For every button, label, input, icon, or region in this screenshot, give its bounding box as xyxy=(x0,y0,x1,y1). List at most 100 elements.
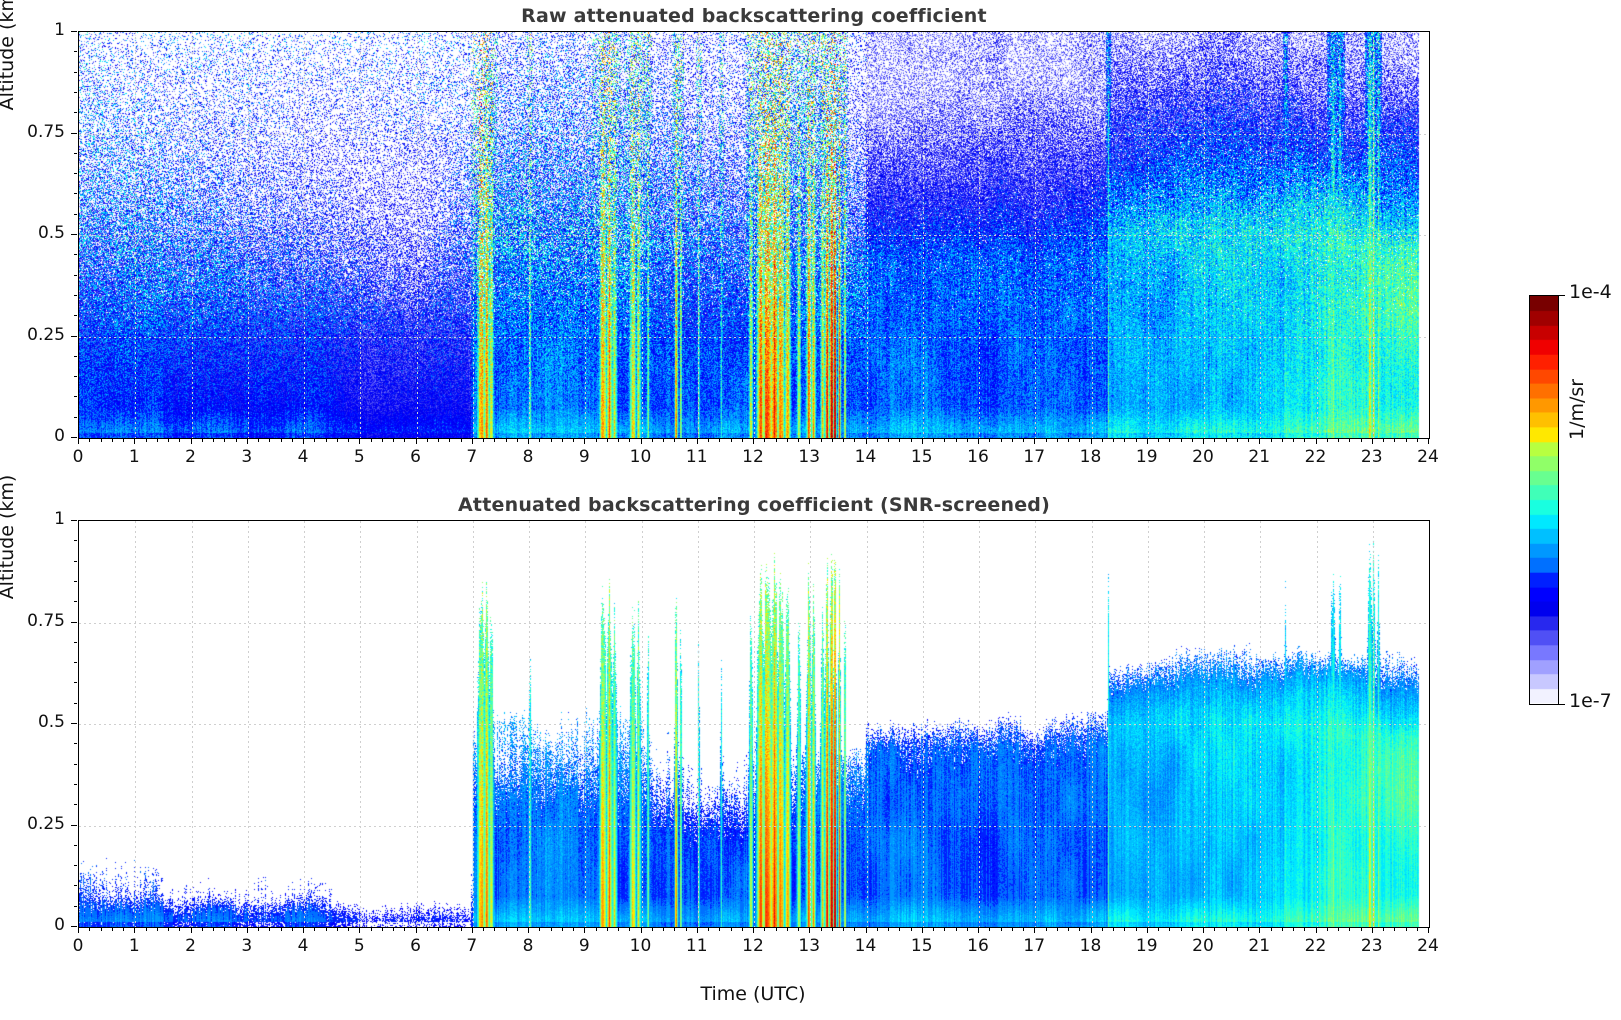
x-tick-minor xyxy=(1394,927,1396,931)
y-tick-label: 0.25 xyxy=(27,813,65,834)
x-tick-minor xyxy=(674,927,676,931)
x-tick-minor xyxy=(314,438,316,442)
x-tick-minor xyxy=(291,927,293,931)
x-tick-label: 24 xyxy=(1417,447,1439,467)
x-tick xyxy=(753,438,754,444)
y-tick-minor xyxy=(73,540,77,542)
y-tick xyxy=(71,437,77,438)
x-tick-minor xyxy=(1236,927,1238,931)
y-tick-label: 0 xyxy=(54,426,65,446)
x-tick xyxy=(696,927,698,933)
x-tick-minor xyxy=(348,927,349,931)
y-tick-minor xyxy=(73,804,77,806)
colorbar[interactable]: 1e-4 1e-7 xyxy=(1529,281,1612,712)
y-tick xyxy=(71,132,77,134)
colorbar-min-label: 1e-7 xyxy=(1569,690,1612,712)
colorbar-canvas xyxy=(1530,296,1558,704)
x-tick-minor xyxy=(831,438,833,442)
x-tick-minor xyxy=(1135,927,1137,931)
x-tick xyxy=(1428,438,1429,444)
x-tick-minor xyxy=(831,927,833,931)
x-tick-minor xyxy=(719,927,721,931)
x-tick-minor xyxy=(1135,438,1137,442)
y-tick-minor xyxy=(73,376,77,378)
x-tick-minor xyxy=(89,438,91,442)
x-tick-minor xyxy=(291,438,293,442)
x-tick-minor xyxy=(764,927,766,931)
x-tick-minor xyxy=(618,438,619,442)
y-tick-minor xyxy=(73,51,77,53)
colorbar-max-label: 1e-4 xyxy=(1569,281,1612,303)
y-axis-label-raw: Altitude (km) xyxy=(0,0,18,111)
x-tick-minor xyxy=(561,438,563,442)
x-tick-label: 5 xyxy=(353,447,365,467)
x-tick-minor xyxy=(629,438,631,442)
x-tick-minor xyxy=(1169,438,1171,442)
x-tick-minor xyxy=(1405,438,1407,442)
x-tick xyxy=(921,927,923,933)
x-tick-minor xyxy=(730,438,732,442)
x-tick-label: 8 xyxy=(522,447,534,467)
x-tick-minor xyxy=(674,438,676,442)
y-tick-minor xyxy=(73,743,77,745)
x-tick-minor xyxy=(888,927,889,931)
x-tick-minor xyxy=(449,927,451,931)
x-tick-minor xyxy=(1214,438,1216,442)
x-tick-minor xyxy=(438,438,439,442)
x-tick-minor xyxy=(505,927,507,931)
x-tick-minor xyxy=(370,927,372,931)
y-tick xyxy=(71,723,77,724)
x-tick xyxy=(303,438,304,444)
x-tick xyxy=(415,927,417,933)
x-tick-label: 8 xyxy=(522,936,534,956)
x-tick xyxy=(1428,927,1429,933)
x-tick-label: 23 xyxy=(1360,936,1383,956)
x-tick-minor xyxy=(483,927,484,931)
x-tick-minor xyxy=(145,438,147,442)
x-tick-minor xyxy=(966,927,968,931)
panel-title-raw: Raw attenuated backscattering coefficien… xyxy=(521,5,987,27)
x-tick-label: 4 xyxy=(297,936,309,956)
x-tick-minor xyxy=(224,927,226,931)
x-tick xyxy=(528,927,529,933)
plot-area-raw[interactable] xyxy=(78,31,1430,439)
x-tick-minor xyxy=(820,927,822,931)
x-tick-minor xyxy=(336,438,338,442)
x-tick-label: 9 xyxy=(578,936,590,956)
x-tick-label: 16 xyxy=(967,447,989,467)
x-tick-minor xyxy=(1383,438,1384,442)
y-tick-minor xyxy=(73,274,77,276)
x-tick-minor xyxy=(1124,927,1126,931)
x-tick-minor xyxy=(843,438,844,442)
x-tick-minor xyxy=(1101,438,1103,442)
y-tick-minor xyxy=(73,213,77,215)
x-tick-minor xyxy=(280,927,282,931)
x-tick xyxy=(415,438,417,444)
x-tick-label: 3 xyxy=(241,936,253,956)
x-tick-minor xyxy=(595,927,597,931)
x-tick-minor xyxy=(933,927,934,931)
x-tick-label: 12 xyxy=(742,936,764,956)
x-tick-minor xyxy=(1011,438,1013,442)
y-tick-minor xyxy=(73,702,77,704)
y-tick-minor xyxy=(73,91,77,93)
x-tick-minor xyxy=(1180,927,1182,931)
x-tick-label: 14 xyxy=(854,447,877,467)
x-tick-minor xyxy=(1349,438,1351,442)
x-tick-label: 20 xyxy=(1192,936,1214,956)
x-tick-minor xyxy=(719,438,721,442)
x-tick-minor xyxy=(1360,927,1362,931)
x-tick xyxy=(865,438,867,444)
x-tick-minor xyxy=(843,927,844,931)
x-tick-minor xyxy=(426,927,428,931)
x-tick xyxy=(921,438,923,444)
x-tick-minor xyxy=(1180,438,1182,442)
x-tick-minor xyxy=(708,927,709,931)
plot-area-screened[interactable] xyxy=(78,520,1430,928)
y-tick-minor xyxy=(73,396,77,398)
x-axis-label: Time (UTC) xyxy=(700,983,806,1005)
x-tick-minor xyxy=(651,927,653,931)
x-tick xyxy=(1034,438,1036,444)
x-tick-minor xyxy=(505,438,507,442)
x-tick-minor xyxy=(1158,927,1159,931)
